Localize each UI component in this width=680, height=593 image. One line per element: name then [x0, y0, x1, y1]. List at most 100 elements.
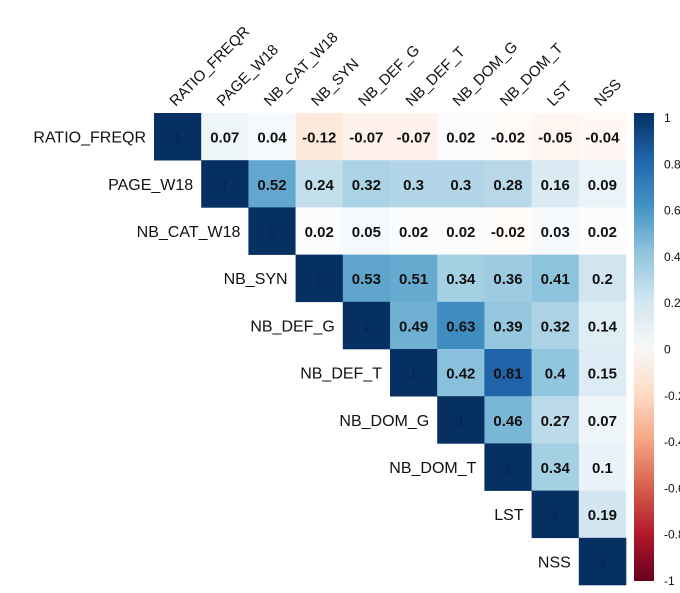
heatmap-cell-NB_DEF_G-LST [531, 301, 580, 350]
cell-value-NB_DEF_G-NB_DOM_T: 0.39 [493, 318, 522, 335]
cell-value-labels: 1 0.07 0.04 -0.12 -0.07 -0.07 0.02 -0.02 -0.05 -0… [174, 130, 620, 571]
cell-value-NB_CAT_W18-NB_DEF_G: 0.05 [352, 224, 381, 241]
cell-value-RATIO_FREQR-PAGE_W18: 0.07 [210, 130, 239, 147]
heatmap-cell-NB_SYN-NB_DEF_T [390, 254, 438, 303]
heatmap-cell-RATIO_FREQR-RATIO_FREQR [154, 113, 202, 161]
cell-value-NB_DOM_G-NSS: 0.07 [588, 413, 617, 430]
cell-value-LST-NSS: 0.19 [588, 507, 617, 524]
color-legend-tick: 0.8 [664, 157, 680, 171]
heatmap-cell-NB_DEF_G-NB_DEF_T [390, 301, 438, 350]
heatmap-cell-PAGE_W18-NB_DOM_G [437, 160, 485, 208]
cell-value-NB_DOM_T-NB_DOM_T: 1 [504, 461, 511, 476]
heatmap-cell-NB_CAT_W18-NB_SYN [295, 207, 344, 255]
heatmap-cell-NB_DEF_G-NB_DOM_G [437, 301, 485, 350]
cell-value-PAGE_W18-LST: 0.16 [541, 177, 570, 194]
row-label-RATIO_FREQR: RATIO_FREQR [33, 130, 146, 147]
heatmap-cell-NB_SYN-LST [531, 254, 580, 303]
color-legend-ticks: 1 0.8 0.6 0.4 0.2 0 -0.2 -0.4 -0.6 -0.8 -1 [664, 111, 680, 588]
cell-value-NB_DEF_T-NB_DOM_G: 0.42 [446, 366, 475, 383]
heatmap-cell-NB_CAT_W18-NB_DOM_T [484, 207, 532, 255]
heatmap-cell-NB_DEF_G-NSS [578, 301, 627, 350]
heatmap-cell-RATIO_FREQR-NB_DEF_T [390, 113, 438, 161]
cell-value-NB_DOM_T-NSS: 0.1 [592, 460, 613, 477]
heatmap-cell-NB_SYN-NSS [578, 254, 627, 303]
cell-value-NB_CAT_W18-NB_CAT_W18: 1 [268, 225, 275, 240]
cell-value-RATIO_FREQR-NB_DEF_G: -0.07 [349, 130, 383, 147]
color-legend-tick: -0.2 [664, 389, 680, 403]
heatmap-cell-NB_DEF_T-LST [531, 349, 580, 397]
column-label-LST: LST [544, 78, 575, 109]
heatmap-cell-RATIO_FREQR-PAGE_W18 [201, 113, 249, 161]
color-legend: 1 0.8 0.6 0.4 0.2 0 -0.2 -0.4 -0.6 -0.8 -1 [634, 111, 680, 588]
heatmap-cell-LST-NSS [578, 490, 627, 539]
heatmap-cell-NB_SYN-NB_DOM_T [484, 254, 532, 303]
heatmap-cell-NB_DEF_G-NB_DOM_T [484, 301, 532, 350]
cell-value-NB_CAT_W18-NSS: 0.02 [588, 224, 617, 241]
row-label-PAGE_W18: PAGE_W18 [108, 177, 193, 194]
cell-value-NB_DOM_T-LST: 0.34 [541, 460, 571, 477]
cell-value-NB_CAT_W18-NB_DEF_T: 0.02 [399, 224, 428, 241]
heatmap-cell-NB_DEF_T-NSS [578, 349, 627, 397]
cell-value-NB_CAT_W18-LST: 0.03 [541, 224, 570, 241]
color-legend-tick: -1 [664, 574, 675, 588]
cell-value-PAGE_W18-NB_DOM_G: 0.3 [450, 177, 471, 194]
cell-value-RATIO_FREQR-NB_DOM_G: 0.02 [446, 130, 475, 147]
cell-value-PAGE_W18-NB_DEF_G: 0.32 [352, 177, 381, 194]
row-label-NB_DOM_T: NB_DOM_T [389, 460, 476, 477]
heatmap-cell-NB_SYN-NB_DOM_G [437, 254, 485, 303]
heatmap-cell-NB_DOM_T-NSS [578, 443, 627, 491]
heatmap-cell-NB_DEF_G-NB_DEF_G [342, 301, 391, 350]
cell-value-PAGE_W18-NSS: 0.09 [588, 177, 617, 194]
color-legend-tick: 1 [664, 111, 671, 125]
row-label-NB_DOM_G: NB_DOM_G [339, 413, 429, 430]
cell-value-NB_DOM_G-NB_DOM_G: 1 [457, 414, 464, 429]
heatmap-cells [154, 113, 627, 586]
heatmap-cell-NB_DOM_G-NB_DOM_T [484, 396, 532, 444]
color-legend-tick: -0.6 [664, 481, 680, 495]
heatmap-cell-NB_CAT_W18-NB_CAT_W18 [248, 207, 296, 255]
cell-value-RATIO_FREQR-RATIO_FREQR: 1 [174, 131, 181, 146]
heatmap-cell-RATIO_FREQR-NSS [578, 113, 627, 161]
cell-value-NB_SYN-LST: 0.41 [541, 271, 570, 288]
heatmap-cell-NB_CAT_W18-NB_DEF_G [342, 207, 391, 255]
cell-value-NSS-NSS: 1 [599, 555, 606, 570]
cell-value-NB_DEF_G-NSS: 0.14 [588, 318, 618, 335]
heatmap-cell-NSS-NSS [578, 537, 627, 586]
cell-value-NB_CAT_W18-NB_DOM_G: 0.02 [446, 224, 475, 241]
heatmap-cell-LST-LST [531, 490, 580, 539]
column-labels: RATIO_FREQRPAGE_W18NB_CAT_W18NB_SYNNB_DE… [166, 23, 625, 110]
cell-value-NB_SYN-NSS: 0.2 [592, 271, 613, 288]
cell-value-NB_CAT_W18-NB_SYN: 0.02 [305, 224, 334, 241]
color-legend-tick: -0.4 [664, 435, 680, 449]
heatmap-cell-NB_DOM_G-NB_DOM_G [437, 396, 485, 444]
cell-value-RATIO_FREQR-LST: -0.05 [538, 130, 572, 147]
row-label-NB_CAT_W18: NB_CAT_W18 [137, 224, 241, 241]
heatmap-cell-RATIO_FREQR-NB_DOM_G [437, 113, 485, 161]
cell-value-NB_DEF_T-LST: 0.4 [545, 366, 567, 383]
color-legend-tick: 0.2 [664, 296, 680, 310]
row-label-NSS: NSS [538, 554, 571, 571]
cell-value-NB_DEF_G-NB_DEF_G: 1 [363, 319, 370, 334]
cell-value-NB_CAT_W18-NB_DOM_T: -0.02 [491, 224, 525, 241]
cell-value-NB_DEF_G-NB_DOM_G: 0.63 [446, 318, 475, 335]
heatmap-cell-PAGE_W18-NB_SYN [295, 160, 344, 208]
cell-value-NB_DEF_T-NB_DOM_T: 0.81 [493, 366, 522, 383]
cell-value-PAGE_W18-NB_CAT_W18: 0.52 [257, 177, 286, 194]
heatmap-cell-NB_DOM_T-NB_DOM_T [484, 443, 532, 491]
cell-value-RATIO_FREQR-NB_CAT_W18: 0.04 [257, 130, 287, 147]
cell-value-RATIO_FREQR-NSS: -0.04 [585, 130, 620, 147]
heatmap-cell-RATIO_FREQR-NB_DEF_G [342, 113, 391, 161]
color-legend-tick: -0.8 [664, 528, 680, 542]
cell-value-RATIO_FREQR-NB_DEF_T: -0.07 [396, 130, 430, 147]
heatmap-cell-PAGE_W18-LST [531, 160, 580, 208]
heatmap-cell-RATIO_FREQR-LST [531, 113, 580, 161]
heatmap-cell-PAGE_W18-NB_CAT_W18 [248, 160, 296, 208]
heatmap-cell-NB_CAT_W18-NSS [578, 207, 627, 255]
cell-value-NB_DOM_G-LST: 0.27 [541, 413, 570, 430]
cell-value-NB_SYN-NB_SYN: 1 [316, 272, 323, 287]
cell-value-PAGE_W18-NB_SYN: 0.24 [305, 177, 335, 194]
heatmap-cell-NB_CAT_W18-NB_DEF_T [390, 207, 438, 255]
cell-value-PAGE_W18-PAGE_W18: 1 [221, 178, 228, 193]
cell-value-RATIO_FREQR-NB_DOM_T: -0.02 [491, 130, 525, 147]
